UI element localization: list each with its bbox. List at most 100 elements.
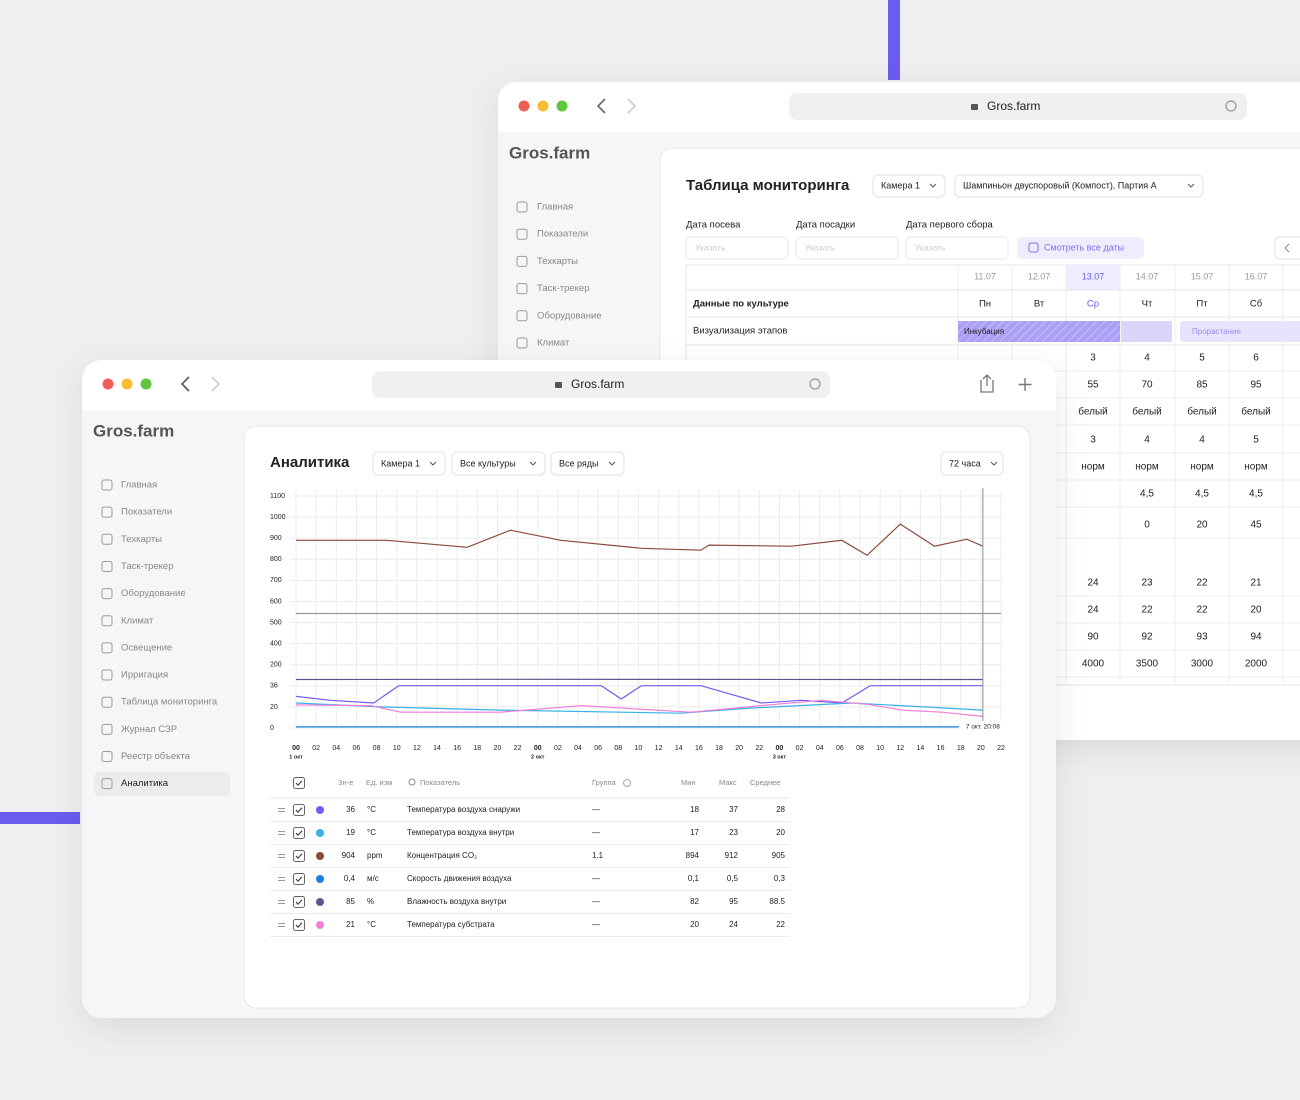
y-tick-label: 600 <box>270 598 282 605</box>
indicator-name: Влажность воздуха внутри <box>407 897 506 906</box>
page-title: Таблица мониторинга <box>686 177 850 194</box>
nav-icon <box>101 479 113 491</box>
reload-icon[interactable] <box>809 378 821 390</box>
checkmark <box>295 807 303 814</box>
x-tick-label: 16 <box>453 745 461 752</box>
date-header: 11.07 <box>974 271 996 281</box>
url-bar[interactable] <box>372 371 830 398</box>
checkbox[interactable] <box>293 873 305 885</box>
url-bar[interactable] <box>789 93 1247 120</box>
checkbox[interactable] <box>293 777 305 789</box>
x-tick-label: 22 <box>755 745 763 752</box>
y-tick-label: 500 <box>270 619 282 626</box>
filter-dropdown[interactable] <box>954 174 1204 198</box>
table-cell: 36 <box>346 805 355 814</box>
x-tick-label: 04 <box>816 745 824 752</box>
checkbox[interactable] <box>293 896 305 908</box>
drag-handle[interactable] <box>278 877 285 881</box>
nav-item: Техкарты <box>537 256 578 267</box>
table-header: Мин <box>681 778 696 787</box>
table-cell: — <box>592 874 600 883</box>
back-arrow[interactable] <box>180 376 190 392</box>
date-input[interactable] <box>685 236 789 260</box>
minimize-button[interactable] <box>121 378 133 390</box>
table-cell: 904 <box>342 851 356 860</box>
checkbox[interactable] <box>293 804 305 816</box>
table-cell: 20 <box>690 920 699 929</box>
period-dropdown[interactable] <box>940 451 1004 476</box>
weekday: Пн <box>979 299 991 310</box>
date-placeholder: Указать <box>695 242 726 252</box>
chevron <box>990 461 998 466</box>
y-tick-label: 1100 <box>270 493 285 500</box>
lock-icon <box>971 104 978 110</box>
x-tick-label: 00 <box>534 745 542 752</box>
maximize-button[interactable] <box>140 378 152 390</box>
weekday: Ср <box>1087 299 1099 310</box>
checkmark <box>295 922 303 929</box>
date-label: Дата первого сбора <box>906 220 994 231</box>
table-cell: 912 <box>725 851 739 860</box>
reload-icon[interactable] <box>1225 100 1237 112</box>
checkmark <box>295 853 303 860</box>
checkmark <box>295 830 303 837</box>
forward-arrow[interactable] <box>211 376 221 392</box>
filter-dropdown[interactable] <box>872 174 946 198</box>
minimize-button[interactable] <box>537 100 549 112</box>
y-tick-label: 200 <box>270 662 282 669</box>
date-input[interactable] <box>905 236 1009 260</box>
table-cell: 4,5 <box>1195 489 1209 500</box>
date-placeholder: Указать <box>915 242 946 252</box>
forward-arrow[interactable] <box>627 98 637 114</box>
drag-handle[interactable] <box>278 854 285 858</box>
close-button[interactable] <box>518 100 530 112</box>
nav-item: Показатели <box>537 229 588 240</box>
table-header: Ед. изм <box>366 778 392 787</box>
checkbox[interactable] <box>293 919 305 931</box>
url-text: Gros.farm <box>987 99 1040 113</box>
drag-handle[interactable] <box>278 923 285 927</box>
url-text: Gros.farm <box>571 377 624 391</box>
table-cell: 3 <box>1090 435 1096 446</box>
checkbox[interactable] <box>293 850 305 862</box>
table-cell: 23 <box>1141 578 1153 589</box>
active-nav-bg <box>94 771 230 797</box>
all-dates-button[interactable] <box>1017 237 1144 259</box>
x-tick-label: 18 <box>473 745 481 752</box>
chevron <box>1284 243 1290 253</box>
nav-icon <box>101 588 113 600</box>
share-icon[interactable] <box>980 374 994 393</box>
back-arrow[interactable] <box>596 98 606 114</box>
nav-item: Главная <box>537 202 573 213</box>
series-line <box>295 699 983 717</box>
date-input[interactable] <box>795 236 899 260</box>
drag-handle[interactable] <box>278 831 285 835</box>
maximize-button[interactable] <box>556 100 568 112</box>
table-cell: °C <box>367 805 376 814</box>
scroll-left-button[interactable] <box>1274 236 1300 260</box>
table-cell: 22 <box>1196 605 1208 616</box>
drag-handle[interactable] <box>278 808 285 812</box>
table-cell: 55 <box>1087 380 1099 391</box>
drag-handle[interactable] <box>278 900 285 904</box>
x-tick-label: 12 <box>896 745 904 752</box>
new-tab-icon[interactable] <box>1018 378 1032 391</box>
checkmark <box>295 876 303 883</box>
filter-dropdown[interactable] <box>372 451 446 476</box>
checkbox[interactable] <box>293 827 305 839</box>
table-cell: 88.5 <box>769 897 785 906</box>
nav-item: Показатели <box>121 507 172 518</box>
table-cell: 94 <box>1250 632 1262 643</box>
table-header: Группа <box>592 778 617 787</box>
nav-icon <box>101 642 113 654</box>
weekday: Чт <box>1142 299 1153 310</box>
x-tick-label: 18 <box>715 745 723 752</box>
x-tick-label: 20 <box>977 745 985 752</box>
filter-dropdown[interactable] <box>550 451 625 476</box>
table-cell: — <box>592 828 600 837</box>
close-button[interactable] <box>102 378 114 390</box>
x-tick-label: 10 <box>876 745 884 752</box>
filter-dropdown[interactable] <box>451 451 546 476</box>
table-cell: 22 <box>1196 578 1208 589</box>
row-label: Визуализация этапов <box>693 326 787 337</box>
